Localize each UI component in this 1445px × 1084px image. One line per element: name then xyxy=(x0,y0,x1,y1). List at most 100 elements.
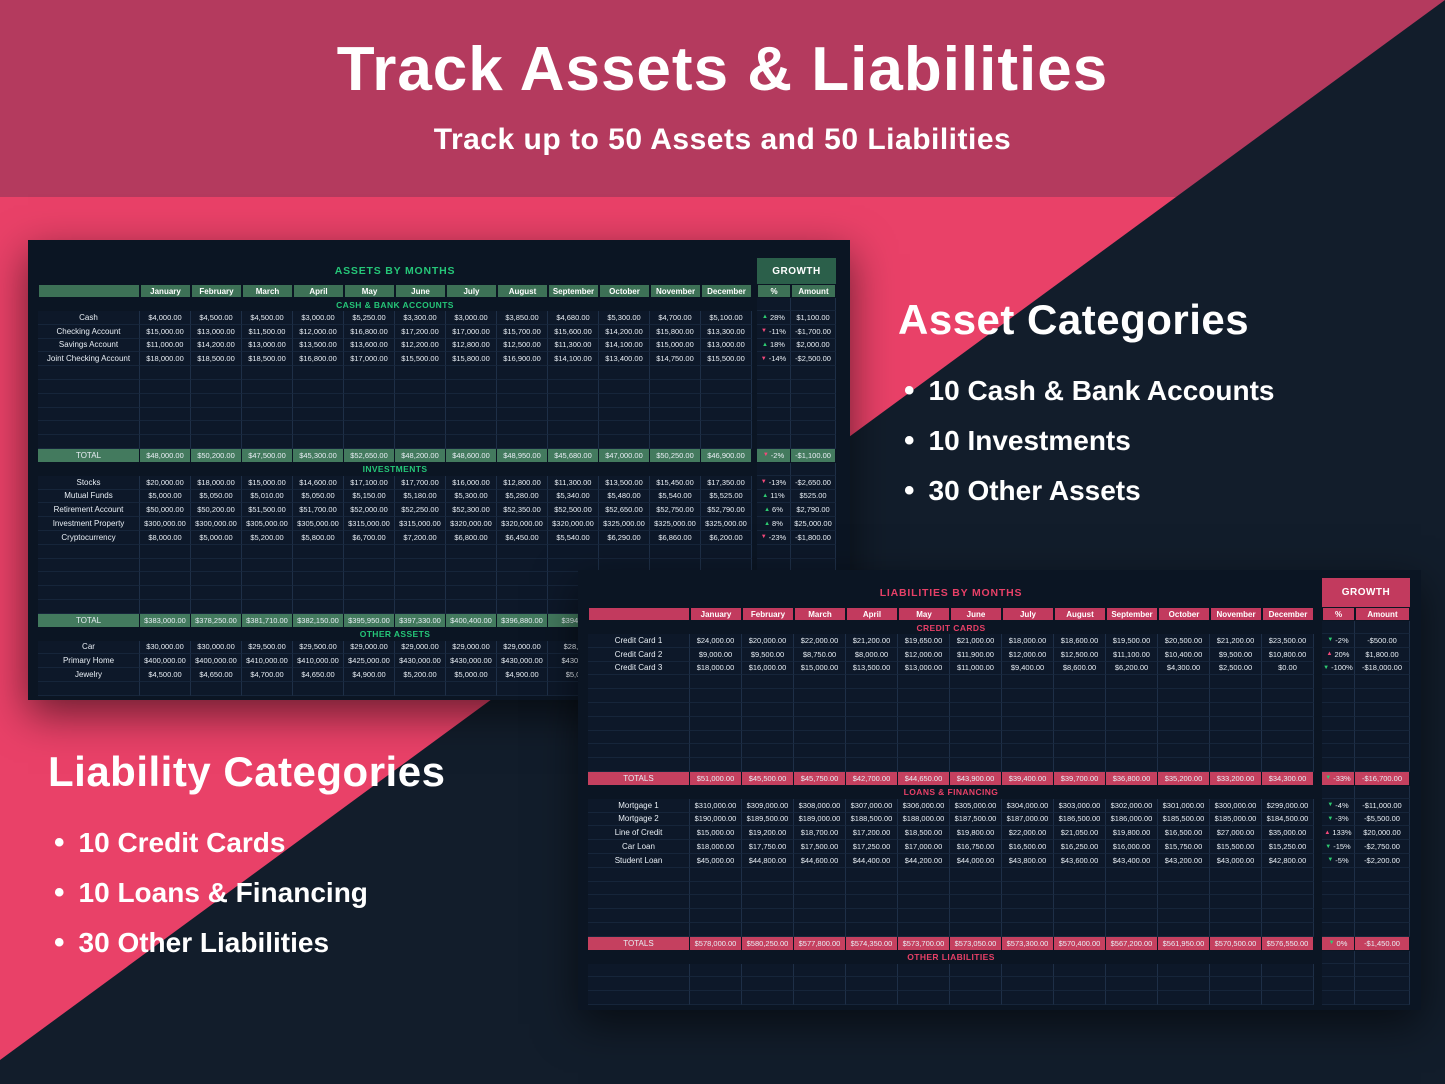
empty-cell xyxy=(344,421,395,436)
table-row: LIABILITIES BY MONTHS GROWTH xyxy=(588,578,1421,607)
table-row: CREDIT CARDS xyxy=(588,621,1421,634)
empty-cell xyxy=(1262,689,1314,703)
percent-header: % xyxy=(1322,607,1355,621)
empty-cell xyxy=(1106,963,1158,978)
value-cell: $18,500.00 xyxy=(242,352,293,367)
empty-cell xyxy=(846,963,898,978)
empty-cell xyxy=(1158,702,1210,717)
trend-percent: -23% xyxy=(768,532,787,542)
column-gap xyxy=(1314,648,1322,662)
empty-cell xyxy=(794,895,846,910)
empty-cell xyxy=(950,689,1002,703)
value-cell: $19,800.00 xyxy=(1106,826,1158,841)
value-cell: $309,000.00 xyxy=(742,798,794,813)
empty-cell xyxy=(950,977,1002,992)
empty-cell xyxy=(497,435,548,449)
table-row: Line of Credit $15,000.00 $19,200.00 $18,70… xyxy=(588,826,1421,841)
empty-cell xyxy=(1355,950,1410,964)
value-cell: $44,400.00 xyxy=(846,853,898,868)
empty-cell xyxy=(757,298,791,311)
column-gap xyxy=(1314,675,1322,689)
trend-cell: ▼ -33% xyxy=(1322,771,1355,786)
empty-cell xyxy=(1158,922,1210,937)
empty-cell xyxy=(1106,881,1158,896)
value-cell: $39,400.00 xyxy=(1002,771,1054,786)
growth-amount-cell: $1,100.00 xyxy=(791,311,836,325)
trend-up-icon: ▲ xyxy=(764,506,771,513)
value-cell: $9,500.00 xyxy=(1210,647,1262,662)
empty-cell xyxy=(344,379,395,394)
trend-percent: 20% xyxy=(1334,649,1350,659)
empty-cell xyxy=(38,572,140,587)
column-gap xyxy=(1314,923,1322,937)
empty-cell xyxy=(140,544,191,559)
value-cell: $5,200.00 xyxy=(242,530,293,545)
empty-cell xyxy=(1322,895,1355,910)
value-cell: $45,500.00 xyxy=(742,771,794,786)
row-label: Stocks xyxy=(38,475,140,490)
empty-cell xyxy=(588,702,690,717)
empty-cell xyxy=(1355,895,1410,910)
trend-percent: 8% xyxy=(772,519,783,529)
value-cell: $189,000.00 xyxy=(794,812,846,827)
month-header: December xyxy=(701,284,752,298)
empty-cell xyxy=(1158,867,1210,882)
value-cell: $299,000.00 xyxy=(1262,798,1314,813)
value-cell: $301,000.00 xyxy=(1158,798,1210,813)
trend-down-icon: ▼ xyxy=(761,328,767,335)
value-cell: $383,000.00 xyxy=(140,613,191,628)
column-gap xyxy=(1314,854,1322,868)
list-item-label: 10 Investments xyxy=(928,425,1131,456)
value-cell: $5,000.00 xyxy=(191,530,242,545)
sheet-title: LIABILITIES BY MONTHS xyxy=(879,586,1023,599)
value-cell: $315,000.00 xyxy=(395,517,446,531)
value-cell: $45,000.00 xyxy=(690,853,742,868)
empty-cell xyxy=(1355,716,1410,731)
sheet-title: ASSETS BY MONTHS xyxy=(334,265,456,277)
empty-cell xyxy=(690,895,742,910)
empty-cell xyxy=(140,599,191,614)
value-cell: $320,000.00 xyxy=(548,517,599,531)
empty-cell xyxy=(1002,991,1054,1005)
value-cell: $5,150.00 xyxy=(344,489,395,504)
empty-cell xyxy=(742,675,794,690)
table-row: TOTALS $578,000.00 $580,250.00 $577,800.00 $… xyxy=(588,936,1421,951)
empty-cell xyxy=(791,407,836,422)
empty-cell xyxy=(588,909,690,923)
empty-cell xyxy=(497,544,548,559)
empty-cell xyxy=(588,977,690,992)
table-row: Savings Account $11,000.00 $14,200.00 $13,0… xyxy=(38,338,850,353)
column-gap xyxy=(1314,991,1322,1005)
table-row xyxy=(38,379,850,394)
empty-cell xyxy=(395,379,446,394)
empty-cell xyxy=(1002,675,1054,690)
value-cell: $44,200.00 xyxy=(898,853,950,868)
empty-cell xyxy=(1158,909,1210,923)
empty-cell xyxy=(1106,702,1158,717)
month-header: August xyxy=(497,284,548,298)
empty-cell xyxy=(742,689,794,703)
empty-cell xyxy=(650,379,701,394)
empty-cell xyxy=(1158,689,1210,703)
value-cell: $17,000.00 xyxy=(344,352,395,367)
value-cell: $18,000.00 xyxy=(690,661,742,676)
empty-cell xyxy=(1262,730,1314,745)
trend-up-icon: ▲ xyxy=(762,341,768,348)
value-cell: $12,000.00 xyxy=(1002,647,1054,662)
empty-cell xyxy=(898,977,950,992)
empty-cell xyxy=(757,407,791,422)
empty-cell xyxy=(846,991,898,1005)
table-row: TOTALS $51,000.00 $45,500.00 $45,750.00 $42,… xyxy=(588,771,1421,786)
empty-cell xyxy=(1002,730,1054,745)
empty-cell xyxy=(140,366,191,380)
value-cell: $15,000.00 xyxy=(794,661,846,676)
value-cell: $3,300.00 xyxy=(395,311,446,325)
value-cell: $44,650.00 xyxy=(898,771,950,786)
table-row xyxy=(588,991,1421,1005)
empty-cell xyxy=(446,393,497,408)
table-row xyxy=(588,909,1421,923)
trend-cell: ▼ 0% xyxy=(1322,936,1355,951)
empty-cell xyxy=(1002,744,1054,759)
empty-cell xyxy=(140,558,191,573)
growth-amount-cell: $20,000.00 xyxy=(1355,826,1410,841)
